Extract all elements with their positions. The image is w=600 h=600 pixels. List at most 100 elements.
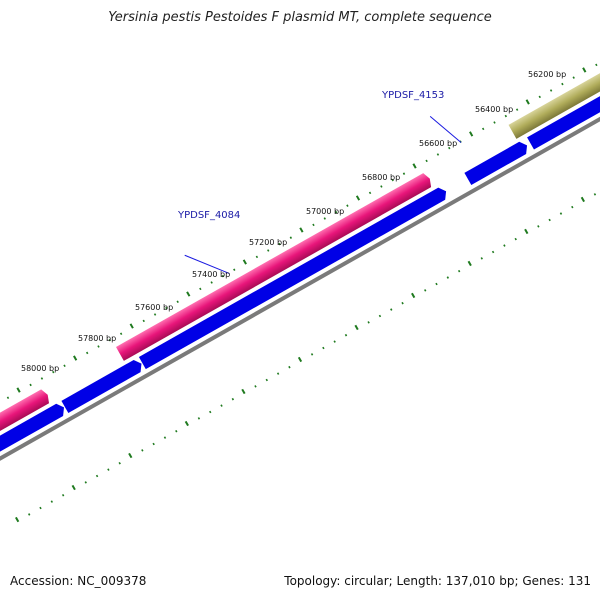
major-tick <box>184 420 189 427</box>
minor-tick <box>233 268 236 271</box>
minor-tick <box>491 250 495 254</box>
cds-feature <box>527 84 600 150</box>
minor-tick <box>559 212 563 215</box>
ruler-label: 56600 bp <box>419 139 457 148</box>
minor-tick <box>220 404 223 407</box>
minor-tick <box>378 314 382 318</box>
minor-tick <box>571 205 574 209</box>
minor-tick <box>107 468 110 471</box>
ruler-label-layer: 56200 bp 56400 bp 56600 bp 56800 bp 5700… <box>21 70 566 373</box>
minor-tick <box>50 500 54 503</box>
minor-tick <box>457 269 461 273</box>
minor-tick <box>29 383 32 387</box>
minor-tick <box>163 436 167 439</box>
gene-label[interactable]: YPDSF_4084 <box>177 210 240 221</box>
minor-tick <box>504 114 508 118</box>
minor-tick <box>344 333 348 337</box>
gene-label[interactable]: YPDSF_4153 <box>381 90 444 101</box>
minor-tick <box>95 474 99 478</box>
minor-tick <box>561 82 564 86</box>
ruler-label: 57200 bp <box>249 238 287 247</box>
minor-tick <box>346 204 349 207</box>
minor-tick <box>108 338 112 342</box>
gene-feature-pink <box>0 389 50 446</box>
major-tick <box>580 196 585 203</box>
minor-tick <box>119 332 123 335</box>
ruler-label: 56800 bp <box>362 173 400 182</box>
minor-tick <box>367 321 370 324</box>
minor-tick <box>61 493 65 497</box>
minor-tick <box>436 153 440 156</box>
major-tick <box>299 227 304 233</box>
minor-tick <box>480 257 483 260</box>
ruler-label: 57400 bp <box>192 270 230 279</box>
ruler-label: 57800 bp <box>78 334 116 343</box>
minor-tick <box>368 191 372 195</box>
gene-feature-olive <box>508 66 600 139</box>
minor-tick <box>176 300 179 303</box>
cds-feature <box>138 187 447 370</box>
major-tick <box>242 259 247 265</box>
major-tick <box>469 131 474 137</box>
minor-tick <box>435 282 438 286</box>
major-tick <box>354 324 359 331</box>
minor-tick <box>153 313 157 316</box>
minor-tick <box>276 372 280 375</box>
minor-tick <box>593 193 597 196</box>
minor-tick <box>265 378 268 382</box>
minor-tick <box>322 346 325 350</box>
minor-tick <box>289 236 293 239</box>
major-tick <box>241 388 246 395</box>
minor-tick <box>6 396 10 400</box>
map-title: Yersinia pestis Pestoides F plasmid MT, … <box>108 10 492 25</box>
major-tick <box>128 452 133 459</box>
major-tick <box>411 292 416 299</box>
ruler-label: 57600 bp <box>135 303 173 312</box>
minor-tick <box>333 340 336 343</box>
major-tick <box>467 260 472 267</box>
minor-tick <box>142 319 145 323</box>
cds-feature <box>0 403 65 461</box>
minor-tick <box>482 127 485 131</box>
minor-tick <box>63 364 66 367</box>
minor-tick <box>199 287 202 291</box>
major-tick <box>129 323 134 329</box>
major-tick <box>582 67 587 73</box>
inner-tick-row <box>15 193 597 523</box>
minor-tick <box>424 289 427 292</box>
ruler-label: 57000 bp <box>306 207 344 216</box>
summary-text: Topology: circular; Length: 137,010 bp; … <box>284 574 591 588</box>
minor-tick <box>310 353 314 356</box>
minor-tick <box>210 281 213 284</box>
minor-tick <box>425 159 428 163</box>
minor-tick <box>595 63 598 67</box>
minor-tick <box>118 461 121 465</box>
major-tick <box>186 291 191 297</box>
minor-tick <box>175 429 178 433</box>
minor-tick <box>323 217 326 220</box>
minor-tick <box>390 308 393 311</box>
minor-tick <box>334 210 338 214</box>
minor-tick <box>537 225 540 228</box>
minor-tick <box>165 306 168 310</box>
minor-tick <box>515 108 519 111</box>
minor-tick <box>493 121 496 124</box>
minor-tick <box>267 249 270 252</box>
cds-track <box>0 84 600 461</box>
minor-tick <box>278 242 281 246</box>
minor-tick <box>448 146 451 150</box>
minor-tick <box>503 244 506 247</box>
gene-label-leader-line <box>429 115 462 143</box>
ruler-label: 58000 bp <box>21 364 59 373</box>
minor-tick <box>97 345 100 348</box>
minor-tick <box>288 365 291 369</box>
minor-tick <box>254 385 257 388</box>
minor-tick <box>52 370 55 374</box>
minor-tick <box>39 506 42 510</box>
cds-feature <box>61 359 142 414</box>
forward-strand-track <box>0 66 600 446</box>
minor-tick <box>401 301 404 305</box>
major-tick <box>16 387 21 393</box>
minor-tick <box>197 417 201 420</box>
